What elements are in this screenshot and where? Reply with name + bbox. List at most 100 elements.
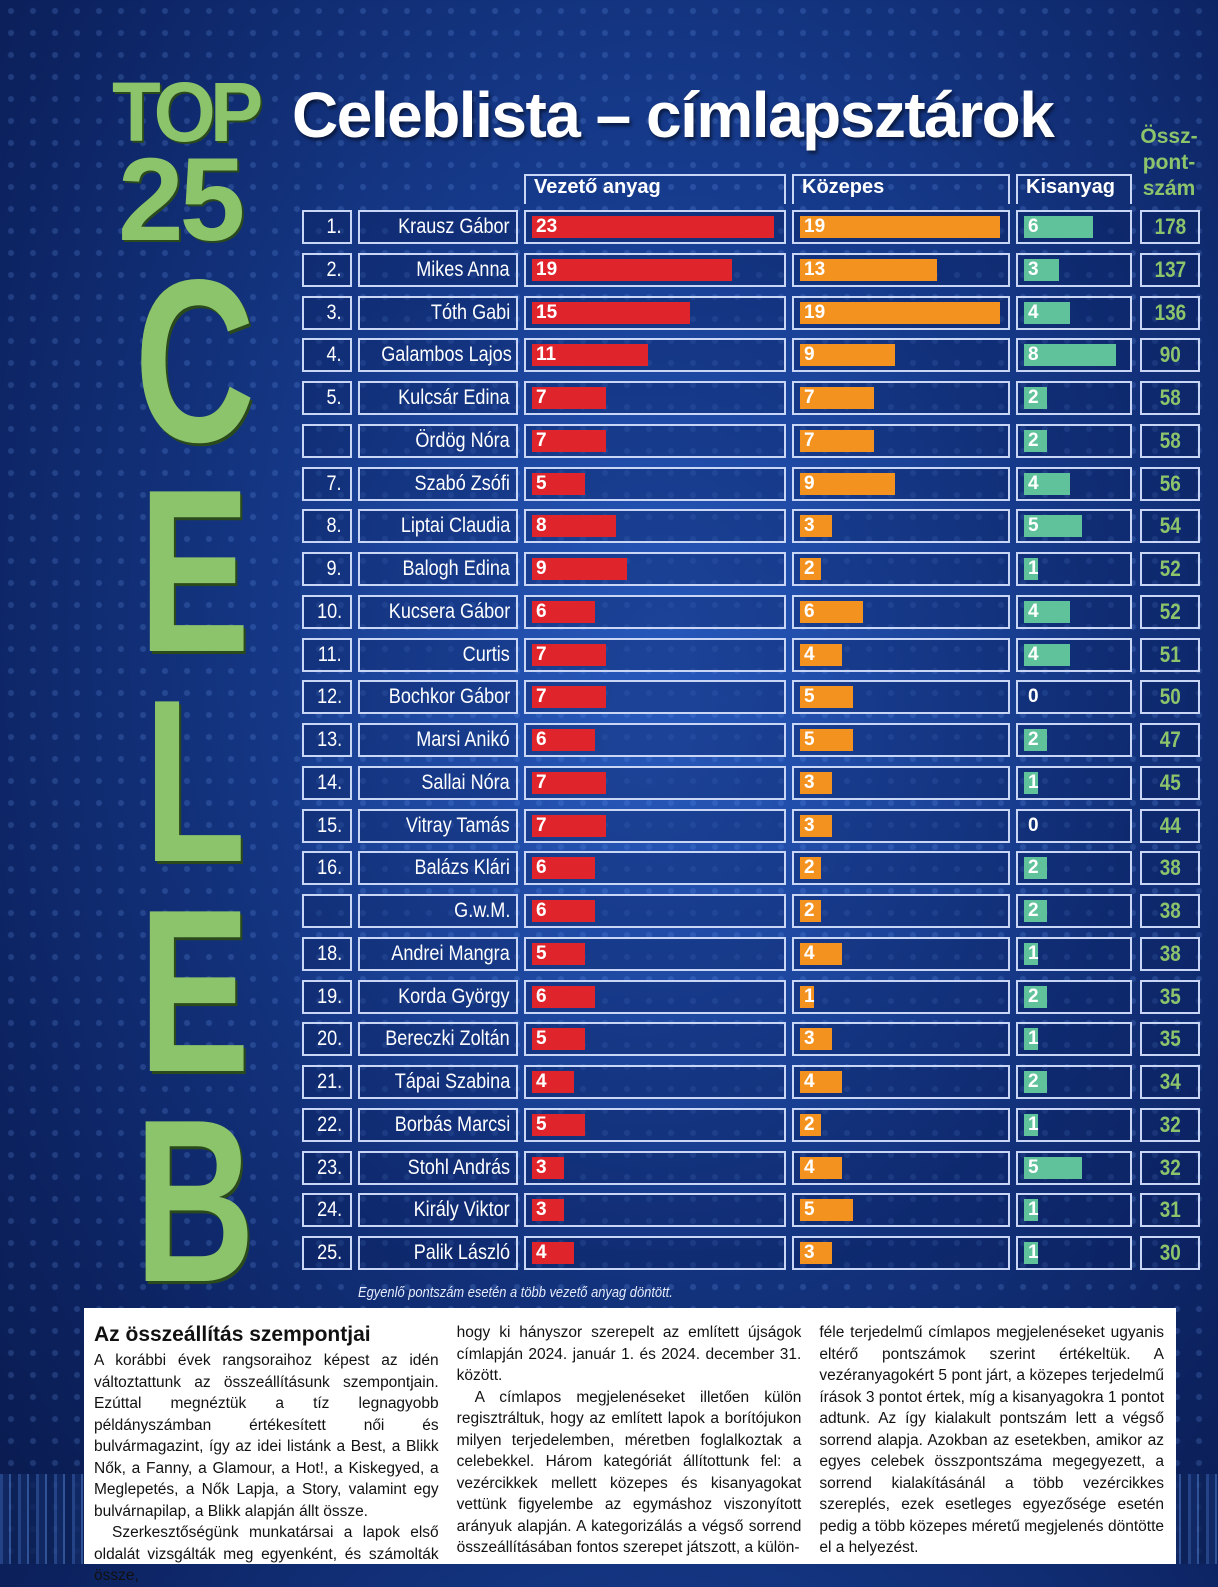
mid-bar: 7	[800, 429, 874, 452]
lead-bar: 23	[532, 216, 774, 238]
lead-bar: 6	[532, 857, 595, 880]
rank-cell: 24.	[302, 1193, 352, 1228]
rank-value: 9.	[326, 557, 342, 580]
page-title: Celeblista – címlapsztárok	[292, 79, 1055, 151]
lead-bar: 7	[532, 771, 606, 794]
mid-cell: 4	[792, 1065, 1010, 1099]
table-row: 18. Andrei Mangra 5 4 1 38	[0, 936, 1218, 973]
mid-bar: 2	[800, 1113, 821, 1136]
total-cell: 58	[1140, 381, 1200, 415]
mid-cell: 2	[792, 552, 1010, 586]
total-score: 38	[1159, 855, 1181, 881]
mid-bar: 4	[800, 942, 842, 965]
mid-bar: 7	[800, 387, 874, 409]
small-bar: 4	[1024, 643, 1070, 666]
name-cell: Galambos Lajos	[358, 338, 518, 373]
total-cell: 38	[1140, 894, 1200, 928]
name-cell: Vitray Tamás	[358, 808, 518, 843]
rank-cell: 18.	[302, 936, 352, 971]
celeb-name: Kucsera Gábor	[388, 599, 510, 623]
total-score: 34	[1159, 1069, 1181, 1094]
mid-cell: 4	[792, 637, 1010, 672]
name-cell: Marsi Anikó	[358, 723, 518, 757]
small-cell: 0	[1016, 680, 1132, 715]
small-bar: 4	[1024, 472, 1070, 495]
name-cell: Krausz Gábor	[358, 210, 518, 244]
name-cell: Bochkor Gábor	[358, 680, 518, 715]
table-row: 15. Vitray Tamás 7 3 0 44	[0, 808, 1218, 845]
methodology-article: Az összeállítás szempontjai A korábbi év…	[84, 1308, 1176, 1584]
small-cell: 2	[1016, 894, 1132, 928]
small-cell: 1	[1016, 1022, 1132, 1057]
lead-cell: 7	[524, 808, 786, 843]
total-cell: 51	[1140, 637, 1200, 672]
table-row: 1. Krausz Gábor 23 19 6 178	[0, 210, 1218, 246]
table-row: 21. Tápai Szabina 4 4 2 34	[0, 1065, 1218, 1101]
total-cell: 58	[1140, 423, 1200, 458]
small-bar: 6	[1024, 216, 1093, 238]
table-row: 20. Bereczki Zoltán 5 3 1 35	[0, 1022, 1218, 1058]
small-bar: 5	[1024, 515, 1082, 538]
mid-cell: 7	[792, 423, 1010, 458]
total-cell: 32	[1140, 1150, 1200, 1185]
article-paragraph: hogy ki hányszor szerepelt az említett ú…	[456, 1324, 802, 1384]
lead-cell: 23	[524, 210, 786, 244]
mid-bar: 3	[800, 814, 832, 837]
name-cell: Tóth Gabi	[358, 295, 518, 330]
total-score: 52	[1159, 556, 1181, 581]
mid-bar: 3	[800, 771, 832, 794]
mid-bar: 3	[800, 1242, 832, 1264]
celeb-name: Palik László	[413, 1241, 510, 1264]
column-header-small: Kisanyag	[1016, 174, 1132, 204]
table-row: 5. Kulcsár Edina 7 7 2 58	[0, 381, 1218, 417]
celeb-name: Vitray Tamás	[406, 813, 510, 837]
small-bar: 1	[1024, 1242, 1039, 1264]
article-column: féle terjedelmű címlapos megjelenéseket …	[819, 1322, 1164, 1564]
small-bar: 1	[1024, 1113, 1039, 1136]
rank-value: 23.	[316, 1155, 342, 1179]
rank-value: 10.	[316, 599, 342, 623]
small-bar: 1	[1024, 558, 1039, 580]
mid-bar: 2	[800, 558, 821, 580]
name-cell: Sallai Nóra	[358, 765, 518, 800]
total-cell: 136	[1140, 295, 1200, 330]
total-score: 58	[1159, 427, 1181, 453]
mid-cell: 5	[792, 680, 1010, 715]
mid-cell: 3	[792, 808, 1010, 843]
total-score: 52	[1159, 598, 1181, 624]
table-row: 25. Palik László 4 3 1 30	[0, 1236, 1218, 1272]
lead-cell: 8	[524, 509, 786, 544]
total-score: 90	[1159, 342, 1181, 368]
name-cell: Liptai Claudia	[358, 509, 518, 544]
total-score: 54	[1159, 513, 1181, 539]
rank-cell: 14.	[302, 765, 352, 800]
table-row: 24. Király Viktor 3 5 1 31	[0, 1193, 1218, 1229]
table-row: 22. Borbás Marcsi 5 2 1 32	[0, 1107, 1218, 1144]
top-label: TOP	[112, 65, 263, 159]
lead-bar: 7	[532, 429, 606, 452]
rank-value: 22.	[316, 1112, 342, 1136]
small-bar: 2	[1024, 387, 1047, 409]
mid-bar: 3	[800, 1028, 832, 1051]
small-bar: 1	[1024, 942, 1039, 965]
celeb-name: Tóth Gabi	[430, 300, 510, 324]
lead-bar: 15	[532, 301, 690, 324]
mid-cell: 7	[792, 381, 1010, 415]
small-cell: 0	[1016, 808, 1132, 843]
total-score: 45	[1159, 769, 1181, 795]
small-cell: 8	[1016, 338, 1132, 373]
name-cell: Balogh Edina	[358, 552, 518, 586]
celeb-name: Kulcsár Edina	[398, 386, 510, 409]
total-score: 51	[1159, 641, 1181, 667]
name-cell: Curtis	[358, 637, 518, 672]
total-cell: 38	[1140, 936, 1200, 971]
name-cell: G.w.M.	[358, 894, 518, 928]
top-number: 25	[118, 134, 245, 266]
celeb-name: Bochkor Gábor	[388, 685, 510, 709]
mid-bar: 4	[800, 1156, 842, 1179]
rank-cell: 7.	[302, 466, 352, 501]
celeb-name: Curtis	[462, 642, 510, 666]
total-score: 30	[1159, 1240, 1181, 1265]
article-paragraph: A címlapos megjelenéseket illetően külön…	[456, 1388, 802, 1557]
small-cell: 2	[1016, 723, 1132, 757]
